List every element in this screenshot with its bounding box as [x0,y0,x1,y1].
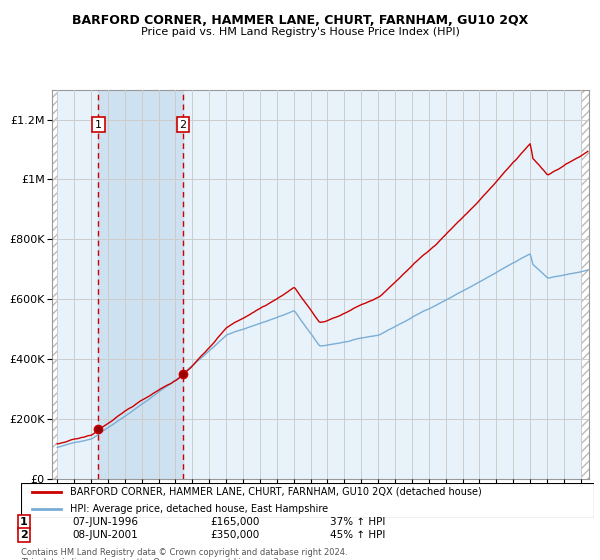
Text: BARFORD CORNER, HAMMER LANE, CHURT, FARNHAM, GU10 2QX (detached house): BARFORD CORNER, HAMMER LANE, CHURT, FARN… [70,487,481,497]
Bar [57,90,581,479]
Text: 08-JUN-2001: 08-JUN-2001 [72,530,138,540]
Text: 2: 2 [179,120,187,129]
Text: Price paid vs. HM Land Registry's House Price Index (HPI): Price paid vs. HM Land Registry's House … [140,27,460,37]
Text: 1: 1 [20,517,28,527]
Text: 45% ↑ HPI: 45% ↑ HPI [330,530,385,540]
FancyBboxPatch shape [21,483,594,518]
Text: BARFORD CORNER, HAMMER LANE, CHURT, FARNHAM, GU10 2QX: BARFORD CORNER, HAMMER LANE, CHURT, FARN… [72,14,528,27]
Text: HPI: Average price, detached house, East Hampshire: HPI: Average price, detached house, East… [70,505,328,514]
Text: Contains HM Land Registry data © Crown copyright and database right 2024.
This d: Contains HM Land Registry data © Crown c… [21,548,347,560]
Bar [98,90,183,479]
Text: 1: 1 [95,120,102,129]
Text: 07-JUN-1996: 07-JUN-1996 [72,517,138,527]
Text: 37% ↑ HPI: 37% ↑ HPI [330,517,385,527]
Text: £165,000: £165,000 [210,517,259,527]
Text: £350,000: £350,000 [210,530,259,540]
Text: 2: 2 [20,530,28,540]
